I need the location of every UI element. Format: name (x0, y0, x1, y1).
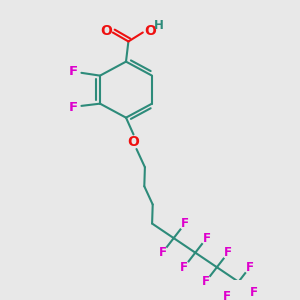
Text: F: F (223, 290, 231, 300)
Text: F: F (181, 217, 189, 230)
Text: F: F (246, 261, 254, 274)
Text: F: F (202, 275, 210, 288)
Text: F: F (250, 286, 258, 299)
Text: F: F (69, 65, 78, 78)
Text: F: F (224, 246, 232, 259)
Text: O: O (144, 24, 156, 38)
Text: F: F (158, 246, 166, 259)
Text: O: O (128, 135, 140, 149)
Text: H: H (154, 19, 163, 32)
Text: F: F (202, 232, 211, 244)
Text: O: O (100, 24, 112, 38)
Text: F: F (180, 261, 188, 274)
Text: F: F (69, 100, 78, 113)
